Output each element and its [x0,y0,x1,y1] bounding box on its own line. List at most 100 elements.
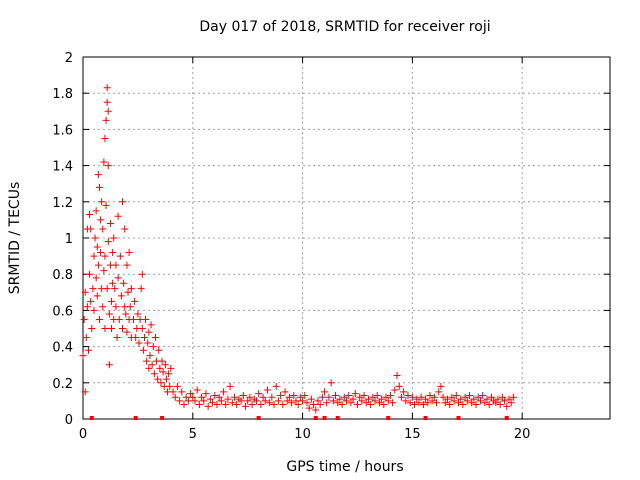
data-point [211,391,219,399]
data-point [384,397,392,405]
data-point [406,399,414,407]
data-point [299,397,307,405]
data-point [115,315,123,323]
data-point [222,401,230,409]
chart-title: Day 017 of 2018, SRMTID for receiver roj… [199,19,490,35]
data-point [145,364,153,372]
data-point [131,297,139,305]
data-point [248,401,256,409]
data-point [487,393,495,401]
x-axis: 0 5 10 15 20 [79,57,530,442]
data-point [94,171,102,179]
data-point [266,399,274,407]
data-point [435,388,443,396]
data-point [476,397,484,405]
data-point [184,397,192,405]
data-points [79,84,517,420]
y-tick-label: 2 [65,51,73,66]
data-point [134,310,142,318]
y-tick-label: 1 [65,232,73,247]
data-point [463,397,471,405]
data-point [100,267,108,275]
data-point [474,393,482,401]
data-point [389,399,397,407]
data-point [82,334,90,342]
y-tick-label: 0.8 [52,268,73,283]
data-point [165,370,173,378]
data-point [228,399,236,407]
data-point [80,315,88,323]
data-point [288,399,296,407]
data-point [224,395,232,403]
data-point [138,325,146,332]
data-point [332,391,340,399]
data-point [154,375,162,383]
data-point [93,292,101,300]
data-point [281,388,289,396]
data-point [202,390,210,398]
baseline-point [160,416,165,420]
data-point [189,393,197,401]
baseline-point [313,416,318,420]
data-point [119,325,127,332]
data-point [121,225,129,233]
data-point [277,391,285,399]
data-point [454,399,462,407]
data-point [270,401,278,409]
data-point [215,393,223,401]
data-point [369,393,377,401]
data-point [143,357,151,365]
data-point [305,404,313,412]
data-point [367,401,375,409]
data-point [378,395,386,403]
data-point [117,292,125,300]
data-point [195,401,203,409]
data-point [220,388,228,396]
data-point [347,399,355,407]
data-point [400,388,408,396]
data-point [87,225,95,233]
baseline-point [89,416,94,420]
data-point [111,285,119,293]
data-point [371,397,379,405]
x-tick-label: 5 [189,427,197,442]
y-axis: 0 0.2 0.4 0.6 0.8 1 1.2 1.4 1.6 1.8 2 [52,51,610,428]
data-point [149,343,157,351]
data-point [81,388,89,396]
data-point [472,401,480,409]
data-point [155,346,163,354]
data-point [402,397,410,405]
data-point [316,401,324,409]
data-point [364,395,372,403]
baseline-point [335,416,340,420]
data-point [169,388,177,396]
data-point [283,397,291,405]
data-point [393,372,401,380]
y-tick-label: 1.6 [52,123,73,138]
data-point [494,395,502,403]
data-point [325,393,333,401]
data-point [123,261,131,269]
data-point [138,270,146,278]
data-point [87,297,95,305]
data-point [501,397,509,405]
data-point [113,334,121,342]
data-point [142,315,150,323]
data-point [450,397,458,405]
data-point [294,401,302,409]
data-point [173,382,181,390]
data-point [125,248,133,256]
data-point [465,391,473,399]
data-point [349,395,357,403]
data-point [97,248,105,256]
data-point [100,158,108,166]
data-point [285,393,293,401]
data-point [198,393,206,401]
data-point [157,379,165,387]
data-point [114,212,122,220]
data-point [259,393,267,401]
data-point [301,391,309,399]
data-point [237,397,245,405]
data-point [318,393,326,401]
data-point [448,393,456,401]
